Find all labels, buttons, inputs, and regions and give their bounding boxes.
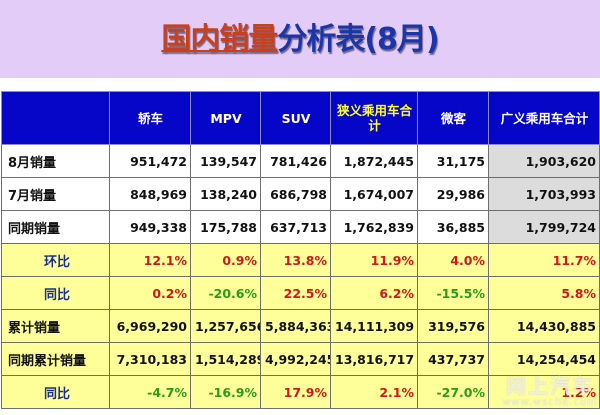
col-header-suv: SUV	[260, 91, 331, 145]
cell: 1,514,289	[190, 342, 261, 376]
table-row: 7月销量 848,969 138,240 686,798 1,674,007 2…	[1, 177, 600, 211]
cell: 1,903,620	[488, 144, 600, 178]
title-banner	[0, 0, 600, 78]
cell: 319,576	[417, 309, 489, 343]
row-label: 环比	[1, 243, 110, 277]
cell: 781,426	[260, 144, 331, 178]
cell: 1,872,445	[330, 144, 418, 178]
cell: 14,430,885	[488, 309, 600, 343]
table-row: 同期销量 949,338 175,788 637,713 1,762,839 3…	[1, 210, 600, 244]
cell: -27.0%	[417, 375, 489, 409]
cell: 5,884,363	[260, 309, 331, 343]
cell: 0.2%	[109, 276, 191, 310]
cell: 1,799,724	[488, 210, 600, 244]
cell: 1.2%	[488, 375, 600, 409]
cell: 1,762,839	[330, 210, 418, 244]
table-row: 同比 -4.7% -16.9% 17.9% 2.1% -27.0% 1.2%	[1, 375, 600, 409]
cell: 175,788	[190, 210, 261, 244]
cell: 686,798	[260, 177, 331, 211]
cell: 13.8%	[260, 243, 331, 277]
cell: 4.0%	[417, 243, 489, 277]
cell: 1,257,656	[190, 309, 261, 343]
cell: -15.5%	[417, 276, 489, 310]
col-header-sedan: 轿车	[109, 91, 191, 145]
title-rest: 分析表(8月)	[277, 22, 439, 57]
cell: 17.9%	[260, 375, 331, 409]
sales-analysis-table: 轿车 MPV SUV 狭义乘用车合计 微客 广义乘用车合计 8月销量 951,4…	[1, 91, 600, 409]
cell: 11.9%	[330, 243, 418, 277]
cell: 2.1%	[330, 375, 418, 409]
col-header-minivan: 微客	[417, 91, 489, 145]
col-header-mpv: MPV	[190, 91, 261, 145]
cell: 22.5%	[260, 276, 331, 310]
cell: 13,816,717	[330, 342, 418, 376]
cell: 36,885	[417, 210, 489, 244]
cell: 11.7%	[488, 243, 600, 277]
table-row: 累计销量 6,969,290 1,257,656 5,884,363 14,11…	[1, 309, 600, 343]
cell: 949,338	[109, 210, 191, 244]
cell: 1,703,993	[488, 177, 600, 211]
row-label: 同比	[1, 276, 110, 310]
cell: 1,674,007	[330, 177, 418, 211]
cell: 14,254,454	[488, 342, 600, 376]
cell: 7,310,183	[109, 342, 191, 376]
table-row: 同比 0.2% -20.6% 22.5% 6.2% -15.5% 5.8%	[1, 276, 600, 310]
page-title: 国内销量分析表(8月)	[0, 20, 600, 60]
table-row: 同期累计销量 7,310,183 1,514,289 4,992,245 13,…	[1, 342, 600, 376]
cell: 951,472	[109, 144, 191, 178]
cell: 5.8%	[488, 276, 600, 310]
col-header-narrow-total: 狭义乘用车合计	[330, 91, 418, 145]
header-row: 轿车 MPV SUV 狭义乘用车合计 微客 广义乘用车合计	[1, 91, 600, 145]
col-header-label	[1, 91, 110, 145]
cell: 139,547	[190, 144, 261, 178]
cell: -4.7%	[109, 375, 191, 409]
cell: 0.9%	[190, 243, 261, 277]
row-label: 同比	[1, 375, 110, 409]
title-highlight: 国内销量	[161, 22, 278, 57]
cell: 12.1%	[109, 243, 191, 277]
cell: 437,737	[417, 342, 489, 376]
cell: 4,992,245	[260, 342, 331, 376]
cell: 29,986	[417, 177, 489, 211]
cell: 6.2%	[330, 276, 418, 310]
cell: 31,175	[417, 144, 489, 178]
cell: 14,111,309	[330, 309, 418, 343]
cell: 848,969	[109, 177, 191, 211]
table-row: 环比 12.1% 0.9% 13.8% 11.9% 4.0% 11.7%	[1, 243, 600, 277]
row-label: 累计销量	[1, 309, 110, 343]
cell: 6,969,290	[109, 309, 191, 343]
col-header-broad-total: 广义乘用车合计	[488, 91, 600, 145]
table-row: 8月销量 951,472 139,547 781,426 1,872,445 3…	[1, 144, 600, 178]
cell: 637,713	[260, 210, 331, 244]
cell: 138,240	[190, 177, 261, 211]
cell: -20.6%	[190, 276, 261, 310]
row-label: 8月销量	[1, 144, 110, 178]
row-label: 7月销量	[1, 177, 110, 211]
row-label: 同期销量	[1, 210, 110, 244]
cell: -16.9%	[190, 375, 261, 409]
row-label: 同期累计销量	[1, 342, 110, 376]
